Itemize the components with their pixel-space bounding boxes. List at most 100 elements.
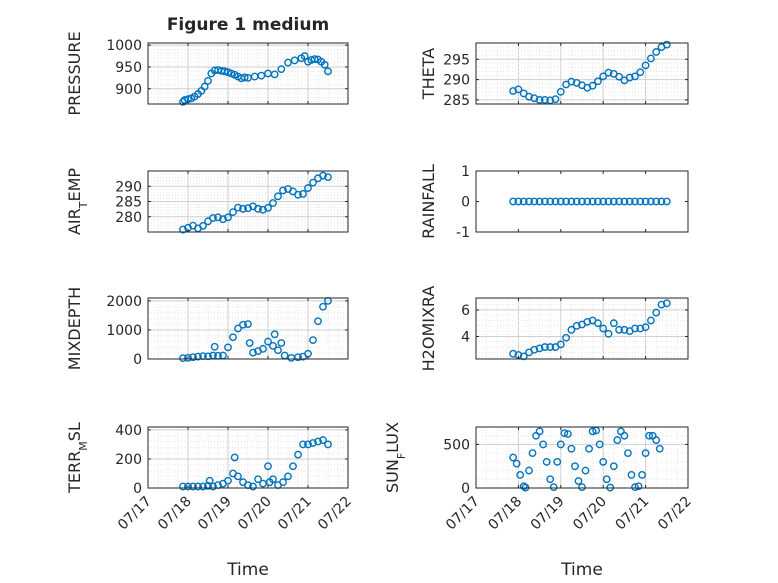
data-point: [541, 197, 549, 206]
data-point: [240, 73, 249, 82]
data-point: [655, 444, 664, 453]
data-point: [290, 56, 299, 65]
data-point: [641, 61, 650, 70]
x-tick-label: 07/20: [235, 494, 275, 534]
y-axis-label: MIXDEPTH: [65, 287, 84, 370]
data-point: [638, 471, 646, 479]
data-point: [588, 427, 597, 436]
data-point: [270, 330, 279, 339]
data-point: [615, 72, 623, 81]
data-point: [314, 437, 322, 446]
y-tick-label: 2000: [106, 294, 142, 310]
data-point: [194, 352, 202, 361]
data-point: [516, 471, 525, 479]
data-point: [519, 352, 528, 361]
series-markers: [509, 197, 671, 206]
data-point: [269, 475, 277, 484]
data-point: [560, 429, 569, 437]
data-point: [567, 77, 576, 86]
data-point: [578, 483, 586, 492]
data-point: [546, 475, 555, 484]
y-tick-label: 285: [115, 195, 142, 211]
data-point: [599, 72, 608, 81]
y-tick-label: 1000: [106, 38, 142, 54]
data-point: [210, 342, 219, 351]
data-point: [530, 345, 539, 354]
data-point: [314, 317, 322, 326]
data-point: [645, 431, 654, 440]
x-tick-label: 07/19: [195, 494, 235, 534]
data-point: [609, 462, 618, 471]
data-point: [525, 197, 533, 206]
data-point: [634, 482, 643, 491]
data-point: [546, 197, 555, 206]
data-point: [245, 339, 254, 347]
data-point: [509, 197, 517, 206]
y-tick-label: 290: [443, 73, 470, 89]
data-point: [549, 483, 558, 492]
data-point: [571, 462, 579, 471]
data-point: [562, 197, 570, 206]
data-point: [249, 348, 257, 357]
data-point: [551, 95, 560, 104]
data-point: [535, 197, 544, 206]
data-point: [324, 440, 332, 449]
x-tick-label: 07/21: [613, 494, 653, 534]
data-point: [620, 325, 629, 334]
data-point: [562, 333, 570, 342]
data-point: [528, 449, 537, 458]
data-point: [556, 197, 565, 206]
data-point: [652, 48, 661, 56]
data-point: [585, 444, 593, 453]
data-point: [304, 184, 312, 192]
grid: [148, 171, 348, 232]
data-point: [234, 472, 242, 481]
data-point: [631, 197, 639, 206]
chart-title: Figure 1 medium: [167, 15, 329, 35]
subplot-8: 0 500 07/17 07/18 07/19 07/20 07/21 07/22 Time SU…: [383, 422, 695, 580]
data-point: [209, 214, 217, 222]
data-point: [319, 436, 327, 444]
data-point: [647, 54, 655, 63]
grid: [148, 43, 348, 104]
y-axis-label: RAINFALL: [419, 164, 438, 239]
data-point: [229, 208, 237, 217]
y-tick-label: 295: [443, 52, 470, 68]
subplot-4: -1 0 1 RAINFALL: [419, 164, 689, 241]
axes-box: [475, 42, 689, 105]
data-point: [259, 205, 267, 214]
data-point: [319, 302, 327, 311]
data-point: [284, 58, 292, 67]
data-point: [556, 87, 565, 96]
data-point: [594, 197, 602, 206]
data-point: [567, 325, 576, 334]
y-tick-label: 0: [461, 195, 470, 211]
data-point: [320, 60, 329, 69]
data-point: [652, 308, 661, 317]
data-point: [200, 82, 209, 91]
series-markers: [509, 299, 671, 361]
data-point: [647, 316, 655, 325]
data-point: [530, 197, 539, 206]
data-point: [179, 354, 187, 363]
data-point: [599, 457, 608, 466]
data-point: [556, 440, 565, 449]
data-point: [234, 203, 242, 212]
data-point: [662, 40, 671, 49]
data-point: [274, 192, 282, 201]
data-point: [535, 344, 544, 353]
data-point: [229, 333, 237, 342]
data-point: [324, 173, 332, 182]
data-point: [556, 340, 565, 349]
x-tick-label: 07/19: [528, 494, 568, 534]
y-tick-label: -1: [456, 225, 470, 241]
x-axis-label: Time: [560, 560, 603, 580]
data-point: [209, 482, 217, 491]
x-tick-label: 07/21: [275, 494, 315, 534]
axes-box: [147, 426, 349, 489]
data-point: [641, 197, 650, 206]
data-point: [539, 440, 548, 449]
data-point: [294, 450, 302, 459]
data-point: [609, 319, 618, 328]
